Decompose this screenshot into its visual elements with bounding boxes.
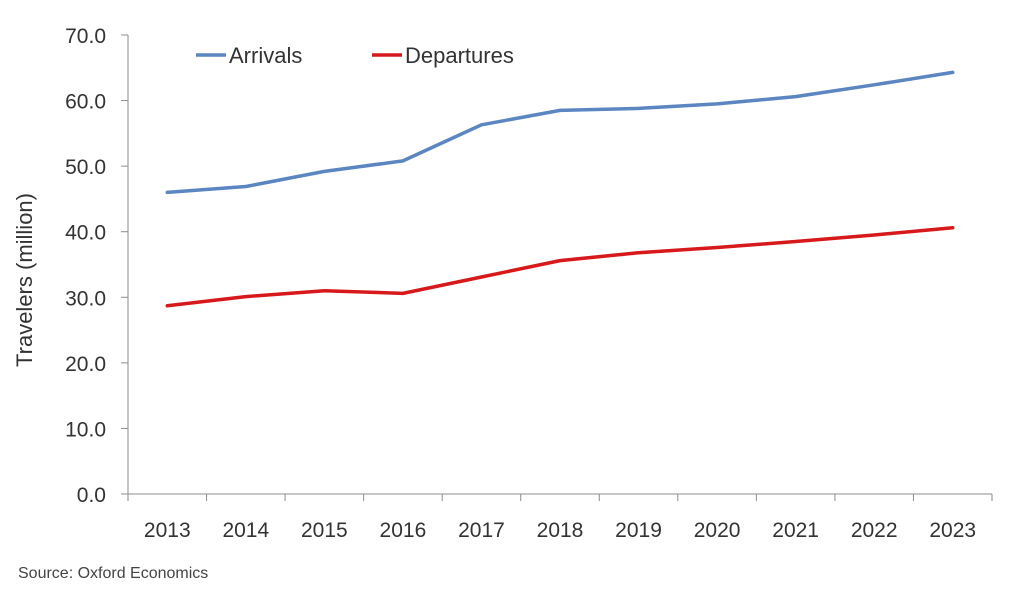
- y-tick-label: 30.0: [65, 287, 106, 310]
- legend-label-departures: Departures: [405, 43, 514, 68]
- x-tick-label: 2021: [772, 519, 819, 542]
- x-tick-label: 2014: [222, 519, 269, 542]
- series-line-departures: [165, 226, 955, 308]
- y-tick-label: 40.0: [65, 222, 106, 245]
- y-tick-label: 10.0: [65, 418, 106, 441]
- x-tick-label: 2018: [537, 519, 584, 542]
- legend-label-arrivals: Arrivals: [229, 43, 302, 68]
- y-tick-label: 20.0: [65, 353, 106, 376]
- series-lines: [165, 70, 955, 308]
- axes: [127, 35, 992, 495]
- y-tick-label: 50.0: [65, 156, 106, 179]
- x-tick-label: 2016: [380, 519, 427, 542]
- legend: Arrivals Departures: [196, 43, 514, 68]
- y-tick-label: 60.0: [65, 91, 106, 114]
- x-tick-label: 2017: [458, 519, 505, 542]
- x-tick-label: 2019: [615, 519, 662, 542]
- y-axis-title: Travelers (million): [12, 193, 37, 367]
- y-tick-label: 70.0: [65, 25, 106, 48]
- x-tick-label: 2020: [694, 519, 741, 542]
- x-tick-label: 2013: [144, 519, 191, 542]
- source-note: Source: Oxford Economics: [18, 565, 209, 582]
- y-axis-ticks: 0.0 10.0 20.0 30.0 40.0 50.0 60.0 70.0: [65, 25, 128, 507]
- y-tick-label: 0.0: [77, 484, 106, 507]
- x-tick-label: 2015: [301, 519, 348, 542]
- x-axis-ticks: 2013 2014 2015 2016 2017 2018 2019 2020 2021 2022…: [127, 494, 993, 542]
- x-tick-label: 2022: [851, 519, 898, 542]
- series-line-arrivals: [165, 70, 955, 195]
- x-tick-label: 2023: [929, 519, 976, 542]
